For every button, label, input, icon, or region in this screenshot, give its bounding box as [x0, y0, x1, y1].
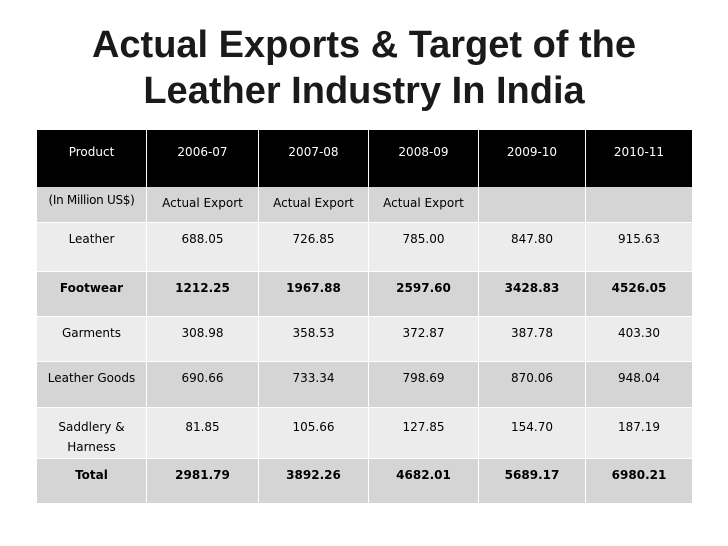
- subheader-cell: Actual Export: [146, 187, 259, 223]
- value-cell: 2597.60: [368, 271, 479, 317]
- header-product: Product: [36, 130, 147, 187]
- table-row: Footwear 1212.25 1967.88 2597.60 3428.83…: [36, 271, 693, 317]
- header-2009-10: 2009-10: [478, 130, 586, 187]
- table-row: Leather Goods 690.66 733.34 798.69 870.0…: [36, 361, 693, 408]
- value-cell: 1967.88: [258, 271, 369, 317]
- value-cell: 726.85: [258, 222, 369, 272]
- product-name: Leather: [36, 222, 147, 272]
- value-cell: 733.34: [258, 361, 369, 408]
- product-name: Saddlery & Harness: [36, 407, 147, 459]
- product-name: Footwear: [36, 271, 147, 317]
- subheader-cell: [585, 187, 693, 223]
- slide-title: Actual Exports & Target of the Leather I…: [0, 22, 728, 114]
- total-value: 5689.17: [478, 458, 586, 504]
- header-2010-11: 2010-11: [585, 130, 693, 187]
- value-cell: 187.19: [585, 407, 693, 459]
- subheader-cell: Actual Export: [258, 187, 369, 223]
- subheader-cell: [478, 187, 586, 223]
- value-cell: 798.69: [368, 361, 479, 408]
- value-cell: 387.78: [478, 316, 586, 362]
- value-cell: 127.85: [368, 407, 479, 459]
- total-value: 2981.79: [146, 458, 259, 504]
- value-cell: 785.00: [368, 222, 479, 272]
- value-cell: 915.63: [585, 222, 693, 272]
- table-row: Garments 308.98 358.53 372.87 387.78 403…: [36, 316, 693, 362]
- table-row: Leather 688.05 726.85 785.00 847.80 915.…: [36, 222, 693, 272]
- product-name: Leather Goods: [36, 361, 147, 408]
- header-2008-09: 2008-09: [368, 130, 479, 187]
- value-cell: 690.66: [146, 361, 259, 408]
- header-2007-08: 2007-08: [258, 130, 369, 187]
- value-cell: 372.87: [368, 316, 479, 362]
- subheader-cell: Actual Export: [368, 187, 479, 223]
- value-cell: 4526.05: [585, 271, 693, 317]
- total-value: 3892.26: [258, 458, 369, 504]
- value-cell: 1212.25: [146, 271, 259, 317]
- slide-title-line-2: Leather Industry In India: [143, 70, 585, 112]
- value-cell: 948.04: [585, 361, 693, 408]
- table-total-row: Total 2981.79 3892.26 4682.01 5689.17 69…: [36, 458, 693, 504]
- total-label: Total: [36, 458, 147, 504]
- subheader-unit: (In Million US$): [36, 187, 147, 223]
- value-cell: 870.06: [478, 361, 586, 408]
- value-cell: 403.30: [585, 316, 693, 362]
- table-subheader-row: (In Million US$) Actual Export Actual Ex…: [36, 187, 693, 223]
- header-2006-07: 2006-07: [146, 130, 259, 187]
- table-row: Saddlery & Harness 81.85 105.66 127.85 1…: [36, 407, 693, 459]
- product-name: Garments: [36, 316, 147, 362]
- total-value: 4682.01: [368, 458, 479, 504]
- total-value: 6980.21: [585, 458, 693, 504]
- value-cell: 847.80: [478, 222, 586, 272]
- slide-title-line-1: Actual Exports & Target of the: [91, 24, 637, 66]
- value-cell: 3428.83: [478, 271, 586, 317]
- value-cell: 81.85: [146, 407, 259, 459]
- value-cell: 688.05: [146, 222, 259, 272]
- value-cell: 358.53: [258, 316, 369, 362]
- value-cell: 308.98: [146, 316, 259, 362]
- exports-table: Product 2006-07 2007-08 2008-09 2009-10 …: [36, 130, 693, 504]
- value-cell: 105.66: [258, 407, 369, 459]
- value-cell: 154.70: [478, 407, 586, 459]
- table-header-row: Product 2006-07 2007-08 2008-09 2009-10 …: [36, 130, 693, 187]
